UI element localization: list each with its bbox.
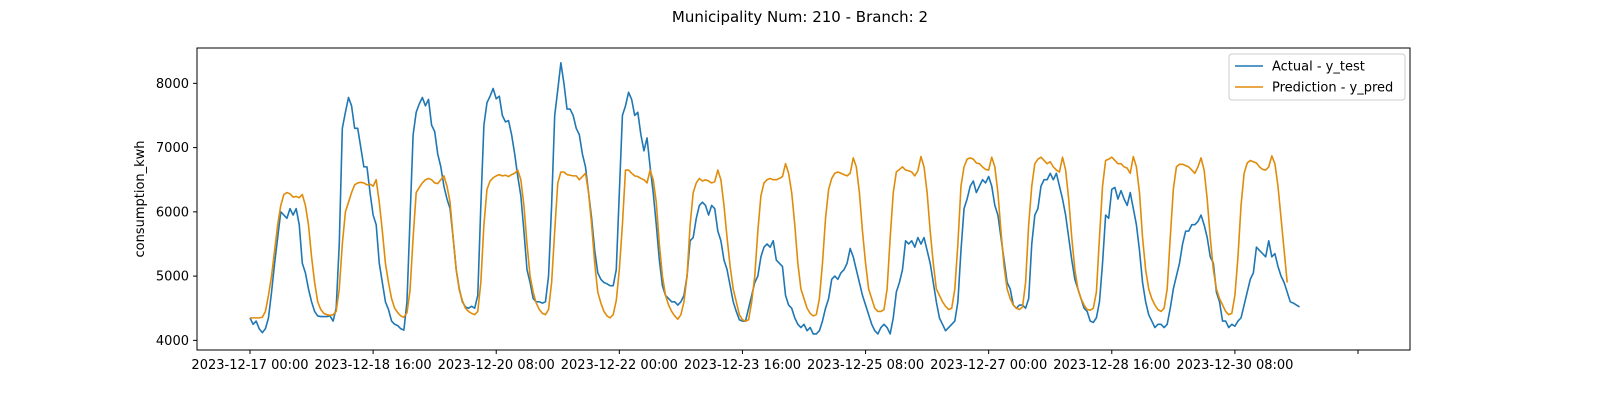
legend-box <box>1228 53 1406 101</box>
x-tick-label: 2023-12-23 16:00 <box>684 358 801 373</box>
legend-label-1: Actual - y_test <box>1272 60 1365 75</box>
y-tick-label: 4000 <box>156 334 189 349</box>
axes-layer: 4000 5000 6000 7000 8000 2023-12-17 00:00 2023… <box>156 47 1411 373</box>
plot-frame <box>196 47 1411 351</box>
x-tick-label: 2023-12-18 16:00 <box>315 358 432 373</box>
x-tick-label: 2023-12-28 16:00 <box>1053 358 1170 373</box>
x-tick-label: 2023-12-25 08:00 <box>807 358 924 373</box>
y-tick-label: 5000 <box>156 270 189 285</box>
x-tick-label: 2023-12-17 00:00 <box>191 358 308 373</box>
legend: Actual - y_test Prediction - y_pred <box>1228 53 1406 101</box>
series-line-2 <box>250 155 1289 322</box>
series-layer <box>249 61 1300 335</box>
x-tick-label: 2023-12-20 08:00 <box>438 358 555 373</box>
chart-title: Municipality Num: 210 - Branch: 2 <box>672 8 928 26</box>
series-line-1 <box>249 61 1300 335</box>
y-tick-label: 6000 <box>156 205 189 220</box>
x-tick-label: 2023-12-22 00:00 <box>561 358 678 373</box>
legend-label-2: Prediction - y_pred <box>1272 81 1393 96</box>
y-tick-label: 7000 <box>156 141 189 156</box>
x-tick-label: 2023-12-27 00:00 <box>930 358 1047 373</box>
y-tick-label: 8000 <box>156 77 189 92</box>
y-axis-title: consumption_kwh <box>133 140 148 257</box>
x-tick-label: 2023-12-30 08:00 <box>1176 358 1293 373</box>
